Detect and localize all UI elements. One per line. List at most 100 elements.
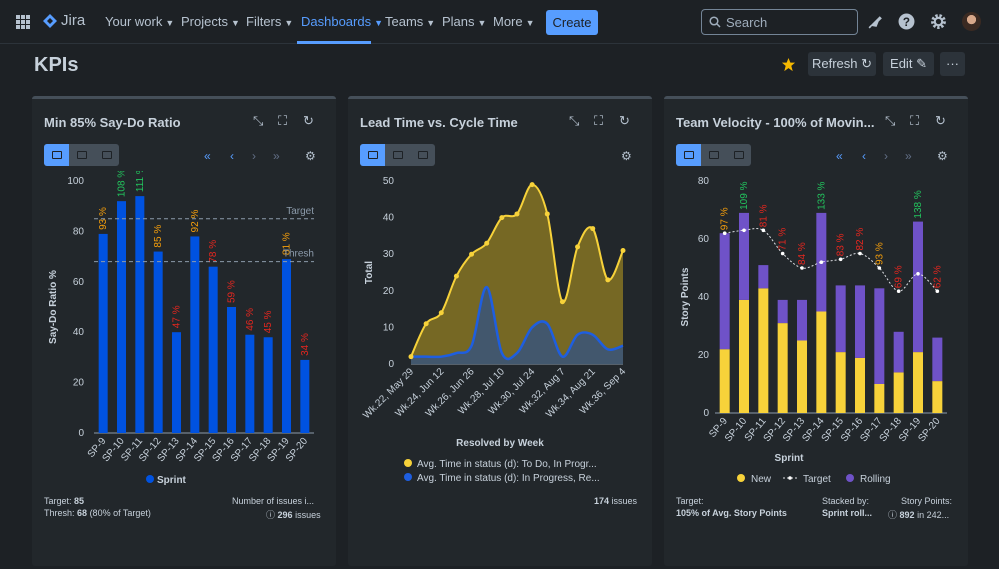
jira-logo[interactable]: Jira <box>42 12 85 29</box>
bar-rolling-SP-10 <box>739 212 749 300</box>
nav-plans[interactable]: Plans ▼ <box>442 14 487 29</box>
bar-SP-15 <box>208 266 218 433</box>
bar-rolling-SP-13 <box>797 299 807 341</box>
nav-filters[interactable]: Filters ▼ <box>246 14 294 29</box>
legend-sprint-label: Sprint <box>157 475 187 486</box>
series1-point <box>499 215 505 221</box>
app-switcher-icon[interactable] <box>16 15 30 29</box>
bar-new-SP-13 <box>797 340 807 413</box>
foot-thresh-value: 68 <box>77 508 88 518</box>
toggle-glyph <box>684 151 694 159</box>
last-page-icon[interactable]: » <box>905 149 912 163</box>
chart-settings-icon[interactable]: ⚙ <box>937 149 948 163</box>
first-page-icon[interactable]: « <box>204 149 211 163</box>
reload-icon[interactable]: ↻ <box>303 113 314 128</box>
user-avatar[interactable] <box>962 12 981 31</box>
jira-logo-text: Jira <box>61 12 86 29</box>
more-actions-button[interactable]: ··· <box>940 52 965 76</box>
foot-target-label: Target: <box>44 496 72 506</box>
legend2-marker <box>404 473 412 481</box>
data-label: 78 % <box>208 240 219 263</box>
y-tick-label: 30 <box>383 249 395 260</box>
y-tick-label: 40 <box>73 327 85 338</box>
nav-teams[interactable]: Teams ▼ <box>385 14 436 29</box>
refresh-button[interactable]: Refresh ↻ <box>808 52 876 76</box>
notifications-icon[interactable] <box>867 13 884 30</box>
target-point <box>877 266 882 270</box>
bar-new-SP-16 <box>855 357 865 413</box>
foot-issues-count: 174 <box>594 496 610 506</box>
data-label: 69 % <box>894 265 905 288</box>
nav-plans-label: Plans <box>442 14 475 29</box>
table-view-icon[interactable] <box>385 144 410 166</box>
search-icon <box>709 16 721 28</box>
fullscreen-icon[interactable]: ⛶ <box>278 113 288 128</box>
summary-view-icon[interactable] <box>410 144 435 166</box>
foot-issues[interactable]: ⓘ 296 issues <box>266 508 321 521</box>
toggle-glyph <box>393 151 403 159</box>
bar-SP-9 <box>98 233 108 433</box>
nav-dashboards[interactable]: Dashboards ▼ <box>301 14 384 29</box>
toggle-glyph <box>709 151 719 159</box>
bar-new-SP-14 <box>816 311 827 413</box>
gadget-lead-vs-cycle: Lead Time vs. Cycle Time ⤡ ⛶ ↻ ⚙ 0 10 20 30… <box>348 96 652 566</box>
prev-page-icon[interactable]: ‹ <box>862 149 866 163</box>
bar-SP-18 <box>263 337 273 433</box>
foot1-value: 105% of Avg. Story Points <box>676 508 787 518</box>
series1-point <box>438 310 444 316</box>
series1-point <box>590 226 596 232</box>
series1-point <box>544 211 550 217</box>
nav-your-work[interactable]: Your work ▼ <box>105 14 175 29</box>
series2-area <box>411 287 623 364</box>
search-input[interactable]: Search <box>701 9 858 35</box>
next-page-icon[interactable]: › <box>884 149 888 163</box>
help-icon[interactable]: ? <box>898 13 915 30</box>
reload-icon[interactable]: ↻ <box>935 113 946 128</box>
chart-settings-icon[interactable]: ⚙ <box>305 149 316 163</box>
nav-more[interactable]: More ▼ <box>493 14 535 29</box>
table-view-icon[interactable] <box>701 144 726 166</box>
nav-dashboards-label: Dashboards <box>301 14 372 29</box>
chart-view-icon[interactable] <box>44 144 69 166</box>
bar-new-SP-10 <box>739 299 749 413</box>
chart-view-icon[interactable] <box>676 144 701 166</box>
pencil-icon: ✎ <box>916 56 927 71</box>
settings-gear-icon[interactable] <box>930 13 947 30</box>
series1-point <box>469 251 475 257</box>
minimize-icon[interactable]: ⤡ <box>253 113 264 128</box>
summary-view-icon[interactable] <box>94 144 119 166</box>
edit-button[interactable]: Edit ✎ <box>883 52 934 76</box>
bar-new-SP-11 <box>758 288 769 413</box>
star-icon[interactable] <box>781 57 796 72</box>
foot-target-value: 85 <box>74 496 85 506</box>
prev-page-icon[interactable]: ‹ <box>230 149 234 163</box>
toggle-glyph <box>77 151 87 159</box>
legend-new-marker <box>737 474 745 482</box>
minimize-icon[interactable]: ⤡ <box>885 113 896 128</box>
summary-view-icon[interactable] <box>726 144 751 166</box>
nav-projects[interactable]: Projects ▼ <box>181 14 240 29</box>
x-axis-title: Resolved by Week <box>456 438 544 449</box>
minimize-icon[interactable]: ⤡ <box>569 113 580 128</box>
x-axis-title: Sprint <box>775 453 805 464</box>
last-page-icon[interactable]: » <box>273 149 280 163</box>
next-page-icon[interactable]: › <box>252 149 256 163</box>
target-point <box>761 228 766 233</box>
gadget-title: Lead Time vs. Cycle Time <box>360 115 518 130</box>
foot-issues-count: 296 <box>277 510 293 520</box>
data-label: 34 % <box>300 333 311 356</box>
nav-teams-label: Teams <box>385 14 424 29</box>
y-tick-label: 0 <box>388 359 394 370</box>
foot-thresh-label: Thresh: <box>44 508 75 518</box>
bar-new-SP-20 <box>932 381 943 413</box>
fullscreen-icon[interactable]: ⛶ <box>594 113 604 128</box>
reload-icon[interactable]: ↻ <box>619 113 630 128</box>
chart-view-icon[interactable] <box>360 144 385 166</box>
create-button[interactable]: Create <box>546 10 598 35</box>
fullscreen-icon[interactable]: ⛶ <box>910 113 920 128</box>
table-view-icon[interactable] <box>69 144 94 166</box>
toggle-glyph <box>734 151 744 159</box>
y-tick-label: 10 <box>383 322 395 333</box>
first-page-icon[interactable]: « <box>836 149 843 163</box>
chart-settings-icon[interactable]: ⚙ <box>621 149 632 163</box>
